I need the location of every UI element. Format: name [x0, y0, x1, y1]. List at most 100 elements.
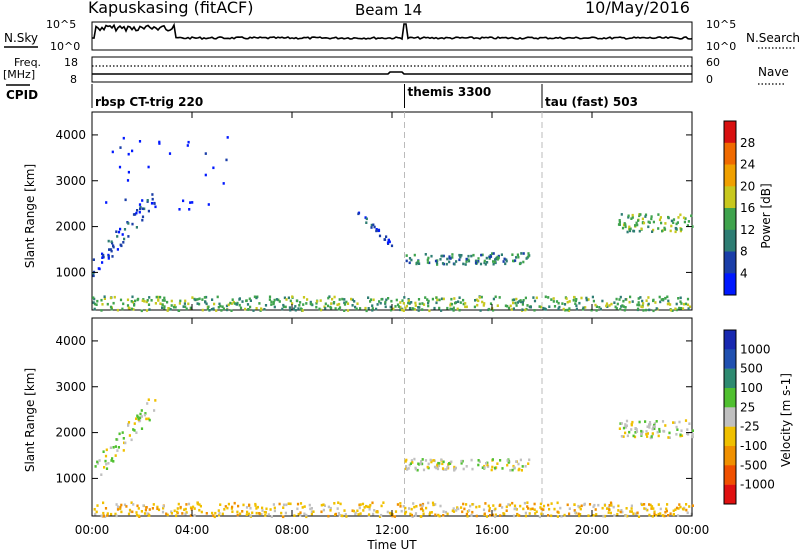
data-point — [198, 302, 201, 306]
data-point — [122, 437, 125, 440]
data-point — [454, 301, 457, 305]
data-point — [640, 227, 643, 231]
data-point — [101, 303, 104, 306]
data-point — [217, 513, 221, 517]
data-point — [492, 260, 495, 263]
colorbar-segment — [724, 330, 736, 350]
data-point — [119, 298, 123, 302]
data-point — [270, 303, 273, 306]
data-point — [612, 505, 615, 509]
data-point — [219, 503, 222, 506]
data-point — [354, 305, 357, 309]
data-point — [663, 226, 666, 230]
data-point — [405, 259, 408, 263]
nsky-panel: N.Sky 10^5 10^0 10^5 10^0 N.Search — [4, 18, 800, 53]
data-point — [618, 427, 621, 430]
data-point — [111, 255, 114, 258]
data-point — [114, 445, 117, 448]
data-point — [148, 418, 151, 422]
data-point — [468, 509, 471, 512]
data-point — [147, 165, 150, 169]
data-point — [667, 299, 670, 303]
data-point — [110, 249, 113, 253]
data-point — [532, 296, 535, 299]
data-point — [675, 433, 678, 436]
data-point — [691, 429, 694, 432]
data-point — [417, 306, 420, 309]
data-point — [550, 298, 553, 301]
data-point — [593, 503, 596, 507]
freq-unit: [MHz] — [3, 68, 35, 81]
data-point — [527, 507, 530, 510]
data-point — [127, 152, 130, 156]
data-point — [230, 507, 233, 510]
x-tick-label: 00:00 — [75, 523, 110, 537]
data-point — [501, 467, 504, 470]
data-point — [179, 505, 182, 509]
data-point — [640, 305, 643, 308]
data-point — [655, 420, 658, 423]
data-point — [147, 398, 150, 401]
data-point — [146, 512, 149, 515]
data-point — [676, 221, 679, 224]
data-point — [205, 512, 208, 515]
data-point — [686, 511, 689, 515]
data-point — [409, 462, 412, 465]
data-point — [369, 298, 373, 301]
data-point — [510, 308, 513, 311]
data-point — [341, 297, 344, 301]
data-point — [595, 305, 598, 308]
data-point — [254, 502, 257, 506]
data-point — [509, 304, 512, 308]
data-point — [404, 510, 408, 514]
data-point — [651, 427, 654, 431]
data-point — [465, 257, 468, 261]
data-point — [350, 297, 353, 301]
data-point — [231, 510, 234, 513]
data-point — [606, 507, 609, 510]
data-point — [656, 430, 659, 434]
data-point — [94, 465, 97, 468]
data-point — [462, 302, 465, 306]
data-point — [296, 502, 300, 506]
data-point — [640, 434, 643, 437]
data-point — [648, 503, 651, 506]
data-point — [522, 252, 525, 255]
data-point — [132, 308, 135, 311]
data-point — [328, 295, 331, 298]
data-point — [167, 307, 170, 310]
data-point — [122, 302, 125, 306]
data-point — [136, 504, 139, 508]
data-point — [119, 146, 122, 149]
data-point — [688, 505, 691, 508]
data-point — [161, 510, 165, 514]
data-point — [112, 460, 115, 463]
data-point — [338, 302, 341, 306]
data-point — [301, 309, 304, 312]
data-point — [427, 462, 430, 466]
data-point — [626, 514, 629, 518]
data-point — [333, 295, 336, 299]
data-point — [371, 309, 374, 312]
nsearch-tick-top: 10^5 — [706, 18, 736, 31]
data-point — [556, 510, 559, 514]
data-point — [644, 507, 647, 511]
data-point — [92, 271, 95, 275]
data-point — [414, 304, 417, 307]
data-point — [421, 308, 424, 311]
data-point — [474, 261, 478, 265]
cpid-label: CPID — [6, 88, 38, 102]
data-point — [163, 305, 166, 308]
data-point — [431, 297, 434, 301]
data-point — [512, 307, 515, 310]
data-point — [563, 513, 566, 517]
data-point — [622, 305, 625, 308]
data-point — [653, 425, 656, 428]
data-point — [191, 201, 194, 204]
data-point — [354, 513, 357, 516]
data-point — [196, 302, 199, 305]
data-point — [453, 262, 456, 266]
data-point — [662, 429, 665, 433]
data-point — [461, 459, 464, 463]
data-point — [413, 308, 416, 311]
